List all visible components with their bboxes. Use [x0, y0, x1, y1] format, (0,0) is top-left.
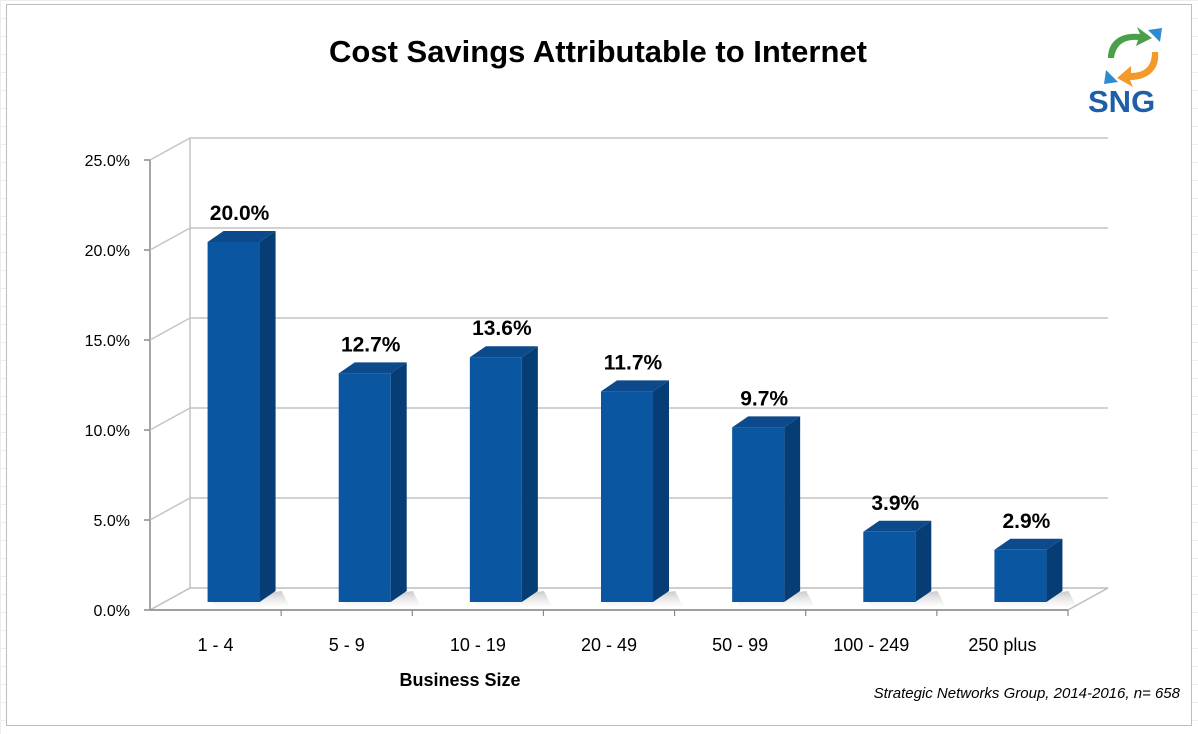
x-tick-label: 50 - 99	[712, 635, 768, 655]
y-tick-label: 10.0%	[85, 423, 130, 440]
bar-top	[601, 380, 669, 392]
bar-side	[390, 362, 407, 602]
data-label: 12.7%	[341, 333, 401, 356]
data-label: 13.6%	[472, 317, 532, 340]
y-tick-label: 0.0%	[94, 603, 130, 620]
bar	[469, 357, 522, 602]
bar	[732, 427, 785, 602]
x-tick-label: 10 - 19	[450, 635, 506, 655]
bar	[207, 242, 260, 602]
bar-side	[784, 416, 801, 602]
gridline-diagonal	[149, 317, 191, 341]
x-tick-label: 1 - 4	[198, 635, 234, 655]
sng-logo: SNG	[1088, 27, 1162, 119]
data-label: 11.7%	[604, 351, 663, 374]
x-tick-label: 250 plus	[968, 635, 1036, 655]
gridline-diagonal	[149, 227, 191, 251]
x-tick-label: 5 - 9	[329, 635, 365, 655]
bar-top	[207, 231, 276, 242]
bar-top	[994, 538, 1063, 550]
y-tick-label: 15.0%	[85, 333, 130, 350]
bar-top	[338, 362, 407, 374]
bar-side	[653, 380, 669, 602]
bar-side	[259, 231, 276, 602]
bar	[994, 549, 1047, 602]
x-axis-label: Business Size	[399, 670, 520, 690]
bar-side	[521, 346, 538, 602]
bar-top	[863, 520, 932, 532]
x-tick-label: 20 - 49	[581, 635, 637, 655]
bar	[601, 391, 653, 602]
gridline-diagonal	[149, 137, 191, 161]
plot-area: 0.0% 5.0% 10.0% 15.0% 20.0% 25.0% 20.0% 1 - 4 12…	[85, 137, 1109, 655]
data-label: 9.7%	[740, 387, 788, 410]
gridline-diagonal	[149, 587, 191, 611]
gridline-diagonal	[149, 407, 191, 431]
chart-title: Cost Savings Attributable to Internet	[329, 34, 867, 69]
bar-side	[1046, 538, 1063, 602]
y-tick-label: 25.0%	[85, 153, 130, 170]
logo-text: SNG	[1088, 84, 1155, 119]
x-tick-label: 100 - 249	[833, 635, 909, 655]
gridline-diagonal	[149, 497, 191, 521]
bar-top	[732, 416, 801, 428]
bar	[338, 373, 391, 602]
data-label: 20.0%	[210, 202, 270, 225]
data-label: 2.9%	[1002, 510, 1050, 533]
source-note: Strategic Networks Group, 2014-2016, n= …	[874, 685, 1181, 702]
y-tick-label: 20.0%	[85, 243, 130, 260]
bar-side	[915, 520, 932, 602]
recycle-arrows-icon	[1104, 27, 1162, 87]
data-label: 3.9%	[871, 492, 919, 515]
bar-top	[469, 346, 538, 358]
bar	[863, 531, 916, 602]
y-tick-label: 5.0%	[94, 513, 130, 530]
